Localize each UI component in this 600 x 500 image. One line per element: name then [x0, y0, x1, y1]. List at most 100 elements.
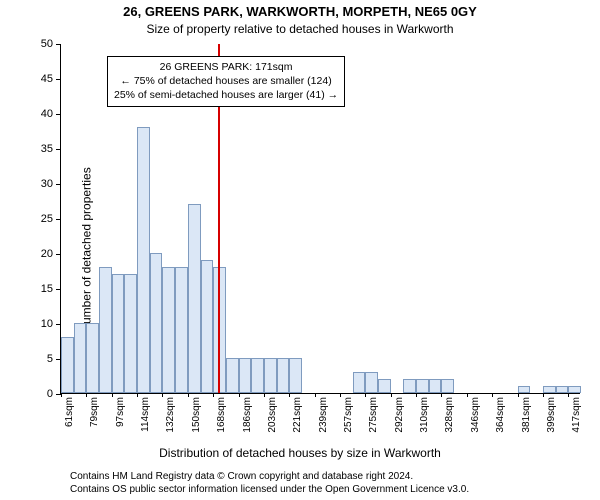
- x-tick-label: 275sqm: [368, 397, 379, 433]
- histogram-bar: [201, 260, 214, 393]
- attribution: Contains HM Land Registry data © Crown c…: [70, 470, 592, 496]
- plot-area: 0510152025303540455061sqm79sqm97sqm114sq…: [60, 44, 580, 394]
- x-tick: [86, 393, 87, 397]
- x-tick-label: 239sqm: [318, 397, 329, 433]
- x-tick: [365, 393, 366, 397]
- x-tick-label: 310sqm: [419, 397, 430, 433]
- x-tick-label: 328sqm: [444, 397, 455, 433]
- histogram-bar: [543, 386, 556, 393]
- y-tick: [56, 324, 61, 325]
- x-tick-label: 61sqm: [64, 397, 75, 427]
- histogram-bar: [264, 358, 277, 393]
- y-tick-label: 45: [41, 73, 53, 85]
- x-tick: [239, 393, 240, 397]
- attribution-line-2: Contains OS public sector information li…: [70, 483, 592, 496]
- x-tick: [416, 393, 417, 397]
- histogram-bar: [239, 358, 252, 393]
- chart-title: 26, GREENS PARK, WARKWORTH, MORPETH, NE6…: [0, 4, 600, 19]
- y-tick-label: 20: [41, 248, 53, 260]
- histogram-bar: [61, 337, 74, 393]
- x-tick: [264, 393, 265, 397]
- y-tick: [56, 219, 61, 220]
- x-tick-label: 132sqm: [165, 397, 176, 433]
- y-tick: [56, 114, 61, 115]
- y-tick: [56, 149, 61, 150]
- y-tick-label: 0: [47, 388, 53, 400]
- histogram-bar: [112, 274, 125, 393]
- x-tick: [441, 393, 442, 397]
- histogram-bar: [403, 379, 416, 393]
- x-tick: [289, 393, 290, 397]
- y-tick: [56, 44, 61, 45]
- x-tick: [467, 393, 468, 397]
- x-tick: [492, 393, 493, 397]
- histogram-bar: [365, 372, 378, 393]
- annotation-line: 25% of semi-detached houses are larger (…: [114, 88, 338, 102]
- y-tick-label: 15: [41, 283, 53, 295]
- histogram-bar: [99, 267, 112, 393]
- x-tick-label: 150sqm: [191, 397, 202, 433]
- x-tick: [315, 393, 316, 397]
- attribution-line-1: Contains HM Land Registry data © Crown c…: [70, 470, 592, 483]
- histogram-bar: [162, 267, 175, 393]
- histogram-bar: [416, 379, 429, 393]
- x-tick-label: 97sqm: [115, 397, 126, 427]
- x-tick-label: 292sqm: [394, 397, 405, 433]
- x-tick: [112, 393, 113, 397]
- x-tick: [518, 393, 519, 397]
- x-tick: [568, 393, 569, 397]
- x-tick-label: 79sqm: [89, 397, 100, 427]
- histogram-bar: [188, 204, 201, 393]
- y-tick-label: 10: [41, 318, 53, 330]
- y-tick: [56, 254, 61, 255]
- x-tick-label: 381sqm: [521, 397, 532, 433]
- histogram-bar: [150, 253, 163, 393]
- histogram-bar: [429, 379, 442, 393]
- x-tick: [162, 393, 163, 397]
- x-tick: [340, 393, 341, 397]
- y-tick-label: 40: [41, 108, 53, 120]
- x-tick-label: 417sqm: [571, 397, 582, 433]
- histogram-bar: [175, 267, 188, 393]
- x-tick-label: 168sqm: [216, 397, 227, 433]
- histogram-bar: [378, 379, 391, 393]
- histogram-bar: [277, 358, 290, 393]
- y-tick-label: 35: [41, 143, 53, 155]
- x-tick: [213, 393, 214, 397]
- x-tick-label: 203sqm: [267, 397, 278, 433]
- y-tick-label: 30: [41, 178, 53, 190]
- histogram-bar: [86, 323, 99, 393]
- x-tick: [188, 393, 189, 397]
- y-tick-label: 50: [41, 38, 53, 50]
- y-tick: [56, 289, 61, 290]
- chart-subtitle: Size of property relative to detached ho…: [0, 22, 600, 36]
- y-tick: [56, 79, 61, 80]
- histogram-bar: [441, 379, 454, 393]
- x-tick-label: 186sqm: [242, 397, 253, 433]
- histogram-bar: [251, 358, 264, 393]
- x-tick: [391, 393, 392, 397]
- x-tick-label: 399sqm: [546, 397, 557, 433]
- x-axis-label: Distribution of detached houses by size …: [0, 446, 600, 460]
- histogram-bar: [124, 274, 137, 393]
- x-tick-label: 257sqm: [343, 397, 354, 433]
- y-tick: [56, 184, 61, 185]
- histogram-bar: [556, 386, 569, 393]
- x-tick-label: 114sqm: [140, 397, 151, 432]
- histogram-bar: [74, 323, 87, 393]
- histogram-bar: [226, 358, 239, 393]
- y-tick-label: 5: [47, 353, 53, 365]
- y-tick-label: 25: [41, 213, 53, 225]
- annotation-box: 26 GREENS PARK: 171sqm← 75% of detached …: [107, 56, 345, 107]
- histogram-bar: [353, 372, 366, 393]
- annotation-line: ← 75% of detached houses are smaller (12…: [114, 74, 338, 88]
- x-tick: [137, 393, 138, 397]
- histogram-bar: [518, 386, 531, 393]
- annotation-line: 26 GREENS PARK: 171sqm: [114, 60, 338, 74]
- x-tick-label: 364sqm: [495, 397, 506, 433]
- x-tick-label: 221sqm: [292, 397, 303, 433]
- chart-container: 26, GREENS PARK, WARKWORTH, MORPETH, NE6…: [0, 0, 600, 500]
- x-tick: [61, 393, 62, 397]
- histogram-bar: [568, 386, 581, 393]
- histogram-bar: [289, 358, 302, 393]
